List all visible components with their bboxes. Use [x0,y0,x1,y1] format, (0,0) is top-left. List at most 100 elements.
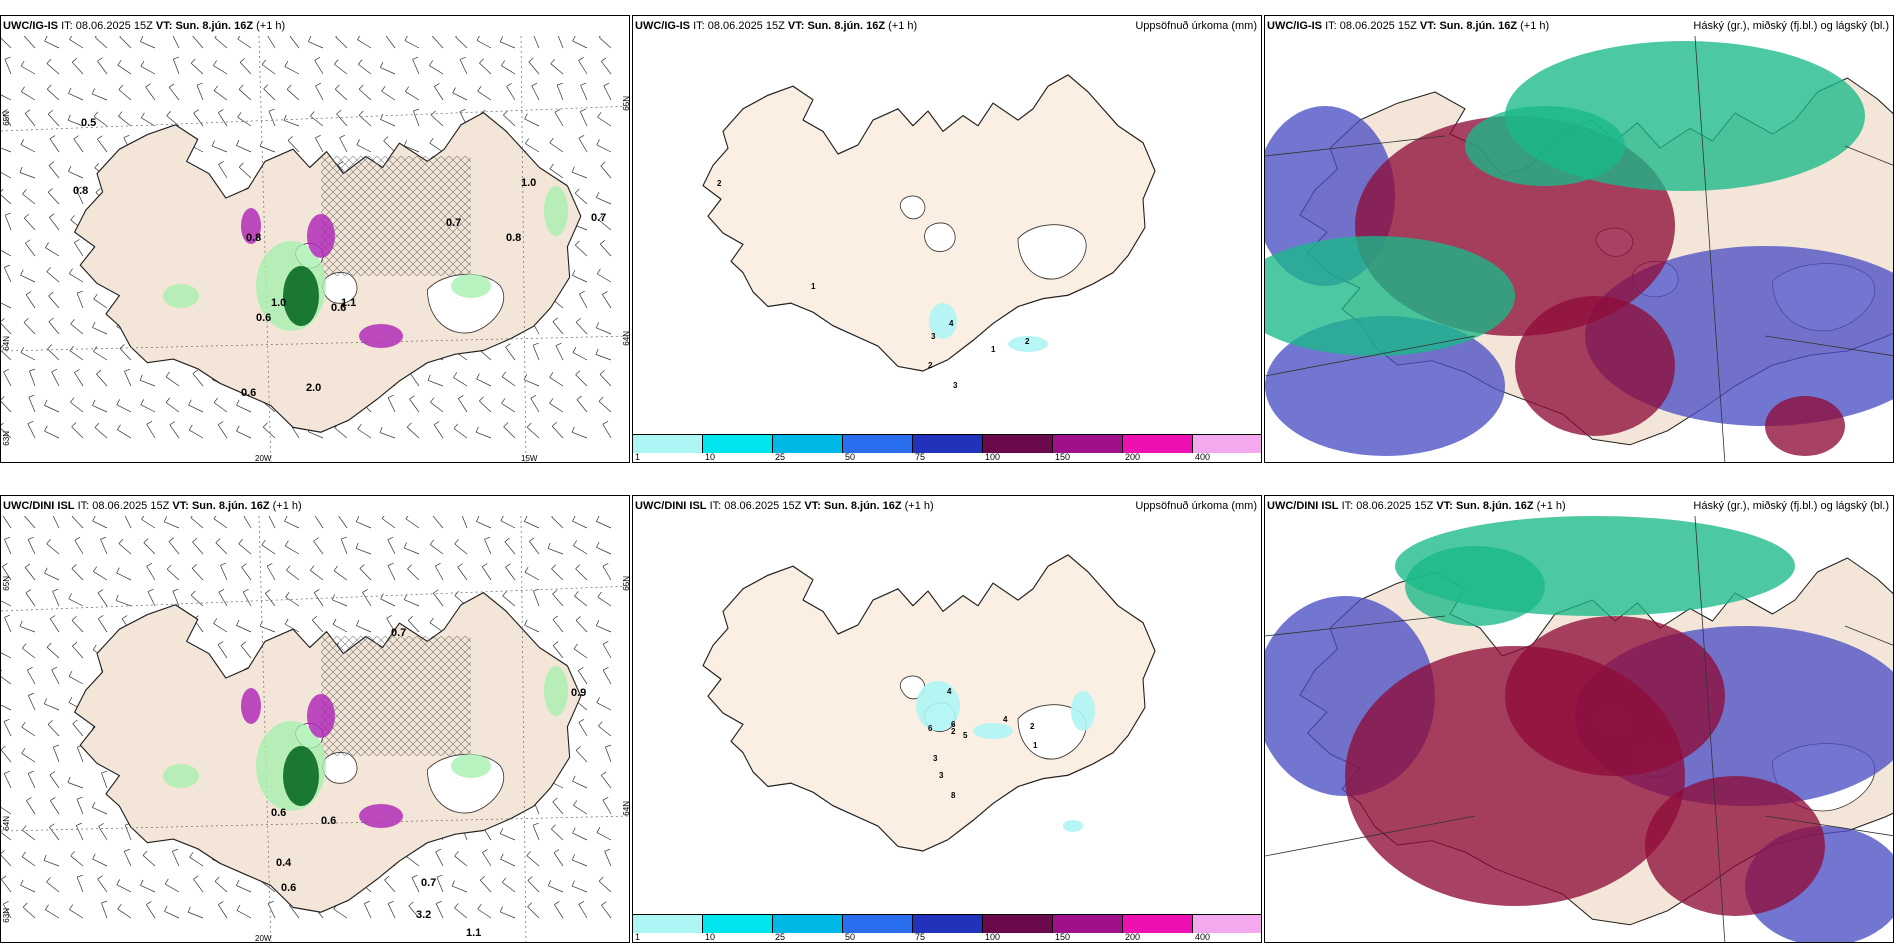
wind-barb [49,823,60,841]
wind-barb-staff [45,909,60,919]
wind-barb-flag [580,108,586,112]
wind-barb-staff [602,294,612,309]
wind-barb-staff [548,885,564,893]
wind-barb-staff [189,856,204,867]
wind-barb-flag [597,591,602,598]
wind-barb-staff [359,568,372,581]
wind-barb [213,85,228,101]
value-label: 6 [951,720,956,729]
wind-barb [526,422,540,439]
wind-barb [310,565,324,581]
wind-barb-flag [115,594,119,601]
wind-barb-staff [286,569,300,581]
wind-barb-flag [68,87,72,94]
wind-barb [532,822,540,841]
wind-barb-staff [27,695,36,711]
wind-barb [267,36,276,49]
wind-barb-staff [24,113,36,127]
wind-barb-staff [358,63,372,75]
wind-barb-staff [315,137,324,153]
wind-barb-flag [286,565,291,571]
wind-barb [573,643,588,659]
wind-barb-flag [124,368,131,372]
vt-value: Sun. 8.jún. 16Z [191,500,270,512]
wind-barb-staff [385,36,396,49]
wind-barb-staff [3,371,12,387]
wind-barb-flag [526,850,532,856]
wind-barb-staff [173,58,180,75]
wind-barb [20,60,36,75]
precip-wind-map: 0.70.60.60.40.6 0.73.21.10.9 [1,516,629,942]
wind-barb-flag [575,616,581,621]
wind-barb [48,161,60,179]
wind-barb-staff [596,547,612,555]
wind-barb-staff [68,598,84,607]
wind-barb-flag [506,83,512,87]
wind-barb [284,540,300,555]
wind-barb-staff [142,855,156,867]
wind-barb-flag [238,539,243,544]
wind-barb-flag [434,83,440,87]
wind-barb-flag [98,615,104,619]
wind-barb-flag [601,57,607,62]
wind-barb-staff [572,40,588,49]
wind-barb-flag [190,58,196,64]
wind-barb-flag [572,36,576,42]
wind-barb [551,516,564,529]
wind-barb-staff [236,430,252,439]
wind-barb-flag [97,135,103,140]
wind-barb [575,564,588,581]
wind-barb-staff [93,351,108,361]
wind-barb-staff [500,858,516,867]
wind-barb-flag [412,56,419,60]
wind-barb-staff [22,647,36,659]
wind-barb-staff [236,404,252,413]
wind-barb-staff [124,371,132,387]
colorbar-tick-label: 25 [775,452,786,462]
wind-barb-staff [259,145,276,153]
wind-barb-flag [164,878,169,885]
wind-barb [115,594,132,607]
wind-barb [532,342,540,361]
wind-barb [48,317,60,335]
wind-barb-flag [499,906,503,913]
wind-barb-staff [168,87,180,101]
wind-barb-flag [19,620,23,627]
wind-barb-flag [433,421,440,425]
wind-barb [261,539,276,555]
wind-barb [44,399,60,413]
grid-lat-line [1,585,629,612]
wind-barb [575,370,588,387]
colorbar-tick-label: 100 [985,932,1001,942]
wind-barb-flag [71,564,77,569]
wind-barb-staff [379,432,396,439]
wind-barb-staff [2,516,12,529]
wind-barb-staff [413,110,420,127]
wind-barb-staff [25,592,36,607]
wind-barb-staff [602,669,612,685]
wind-barb-staff [453,428,468,439]
colorbar-swatch [1193,435,1261,453]
lead-time: (+1 h) [1520,20,1550,32]
precip-wind-map: 0.50.81.00.70.81.00.61.10.62.00.70.80.6 [1,36,629,462]
high-cloud-area [1465,106,1625,186]
wind-barb-staff [267,903,276,919]
wind-barb [47,109,60,127]
wind-barb-flag [70,215,75,221]
wind-barb [76,796,84,815]
it-value: 08.06.2025 15Z [1356,500,1434,512]
wind-barb [503,422,516,439]
wind-barb [436,874,444,893]
colorbar-tick-label: 75 [915,452,926,462]
wind-barb-flag [4,614,11,618]
panel-title-right: Háský (gr.), miðský (fj.bl.) og lágský (… [1693,20,1889,32]
wind-barb-flag [2,563,8,567]
wind-barb [524,566,540,581]
wind-barb-flag [532,822,539,826]
wind-barb [481,563,492,581]
wind-barb [69,904,84,919]
wind-barb [71,58,84,75]
wind-barb-flag [1,825,3,828]
value-label: 0.7 [591,212,606,224]
vt-value: Sun. 8.jún. 16Z [823,500,902,512]
